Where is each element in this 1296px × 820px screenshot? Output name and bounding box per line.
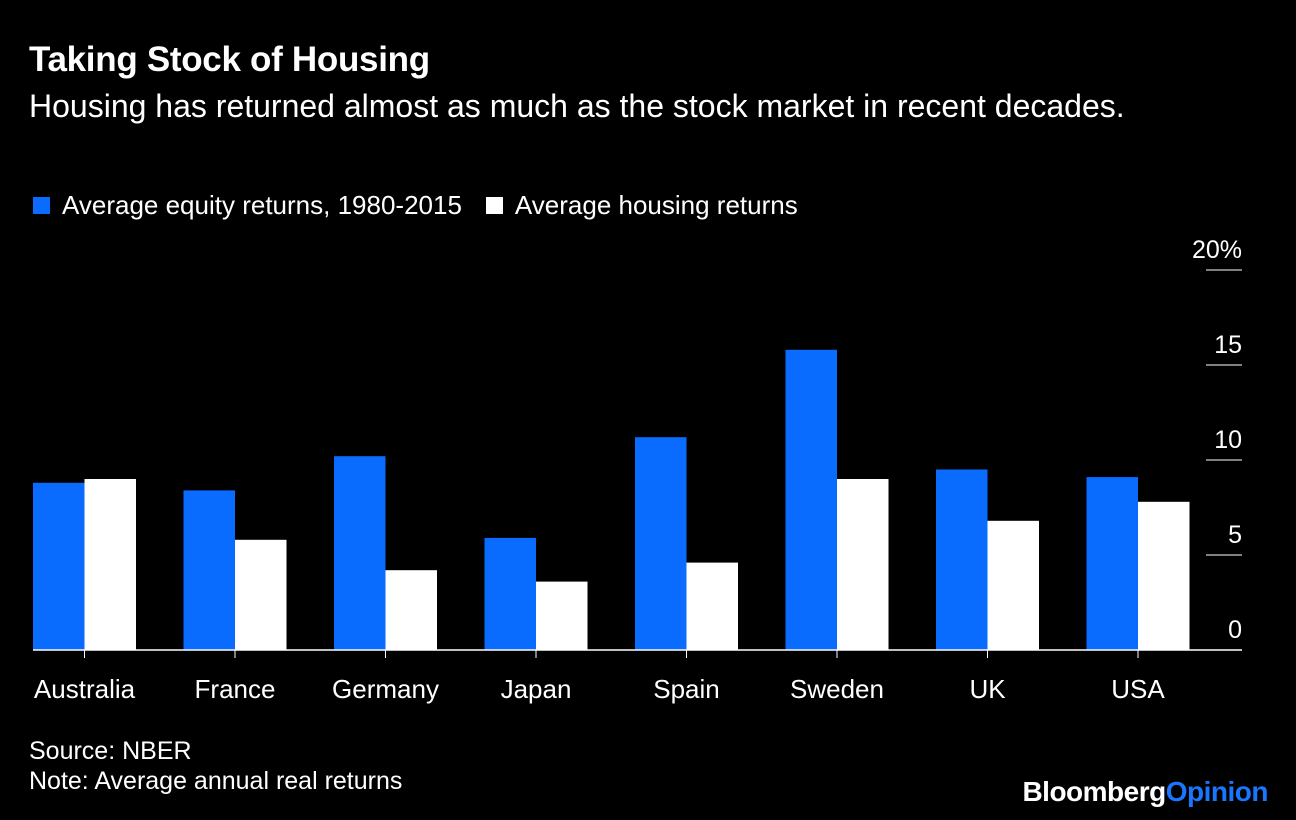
legend-swatch-housing [485, 197, 503, 214]
x-tick-label: USA [1111, 674, 1165, 704]
x-tick-label: UK [969, 674, 1006, 704]
chart-subtitle: Housing has returned almost as much as t… [29, 88, 1125, 124]
bar-housing-australia [84, 479, 136, 650]
bar-equity-australia [33, 482, 85, 650]
bar-equity-usa [1086, 477, 1138, 650]
legend-swatch-equity [33, 197, 50, 214]
legend: Average equity returns, 1980-2015 Averag… [33, 190, 822, 221]
y-tick-label: 10 [1214, 426, 1242, 454]
bar-equity-sweden [785, 349, 837, 650]
x-tick-label: Japan [501, 674, 572, 704]
bar-chart: 0 5 10 15 20% Australia France Germany Japan Spai… [33, 236, 1242, 704]
legend-label-housing: Average housing returns [514, 190, 798, 220]
x-tick-label: Spain [653, 674, 720, 704]
bloomberg-opinion-logo: BloombergOpinion [1022, 776, 1268, 808]
bar-housing-uk [987, 520, 1039, 650]
bar-housing-japan [536, 581, 588, 650]
legend-label-equity: Average equity returns, 1980-2015 [62, 190, 462, 220]
bar-housing-sweden [837, 479, 889, 650]
footnote: Note: Average annual real returns [29, 767, 403, 795]
bar-housing-germany [385, 570, 437, 650]
legend-item-housing: Average housing returns [485, 190, 798, 221]
source-note: Source: NBER [29, 737, 192, 765]
bar-housing-usa [1138, 501, 1190, 650]
bar-equity-japan [484, 537, 536, 650]
legend-item-equity: Average equity returns, 1980-2015 [33, 190, 462, 221]
logo-bloomberg: Bloomberg [1022, 776, 1166, 807]
bar-equity-uk [936, 469, 988, 650]
bar-equity-france [183, 490, 235, 650]
bar-housing-spain [686, 562, 738, 650]
logo-opinion: Opinion [1165, 776, 1269, 807]
x-tick-label: France [195, 674, 276, 704]
x-tick-label: Sweden [790, 674, 884, 704]
chart-title: Taking Stock of Housing [29, 40, 430, 79]
y-tick-label: 5 [1228, 521, 1242, 549]
y-tick-label: 15 [1214, 331, 1242, 359]
x-tick-label: Australia [34, 674, 136, 704]
bar-equity-spain [635, 437, 687, 650]
y-tick-label: 0 [1228, 616, 1242, 644]
bar-housing-france [235, 539, 287, 650]
y-tick-label: 20% [1192, 236, 1242, 264]
x-tick-label: Germany [332, 674, 439, 704]
bar-equity-germany [334, 456, 386, 650]
